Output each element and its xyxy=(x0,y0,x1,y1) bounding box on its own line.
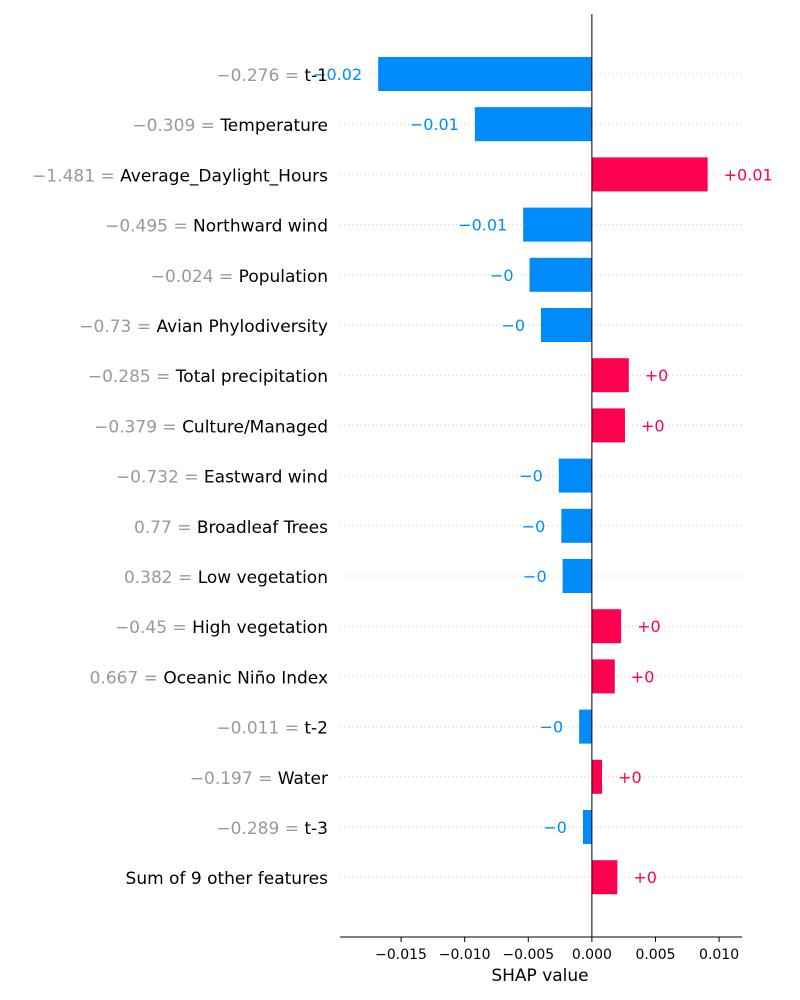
feature-label-row-15: −0.289 = t-3 xyxy=(216,819,328,839)
bar-value-row-15: −0 xyxy=(543,818,567,837)
x-tick-label-4: 0.005 xyxy=(635,947,675,963)
feature-label-row-0: −0.276 = t-1 xyxy=(216,66,328,86)
feature-value-row-13: −0.011 = xyxy=(216,719,304,739)
x-axis: −0.015 −0.010 −0.005 0.000 0.005 0.010 xyxy=(340,936,742,963)
bar-row-3 xyxy=(523,207,592,242)
bar-value-row-10: −0 xyxy=(523,567,547,586)
feature-name-row-16: Sum of 9 other features xyxy=(126,869,329,889)
bar-row-11 xyxy=(591,609,622,644)
feature-value-row-7: −0.379 = xyxy=(94,417,182,437)
feature-name-row-0: t-1 xyxy=(304,66,328,86)
feature-value-row-4: −0.024 = xyxy=(151,267,239,287)
bar-value-row-8: −0 xyxy=(519,467,543,486)
feature-label-row-16: Sum of 9 other features xyxy=(126,869,329,889)
bar-value-row-4: −0 xyxy=(490,266,514,285)
feature-label-row-9: 0.77 = Broadleaf Trees xyxy=(134,518,328,538)
x-tick-label-3: 0.000 xyxy=(572,947,612,963)
bar-row-10 xyxy=(562,559,592,593)
label-layer: −0.02−0.276 = t-1−0.01−0.309 = Temperatu… xyxy=(32,65,773,889)
feature-value-row-15: −0.289 = xyxy=(216,819,304,839)
bar-value-row-14: +0 xyxy=(618,768,642,787)
feature-label-row-3: −0.495 = Northward wind xyxy=(105,217,328,237)
feature-label-row-2: −1.481 = Average_Daylight_Hours xyxy=(32,166,328,186)
bar-row-7 xyxy=(591,408,625,443)
bar-value-row-13: −0 xyxy=(540,718,564,737)
feature-name-row-1: Temperature xyxy=(219,116,328,136)
feature-label-row-13: −0.011 = t-2 xyxy=(216,719,328,739)
feature-value-row-6: −0.285 = xyxy=(88,367,176,387)
bar-value-row-9: −0 xyxy=(522,517,546,536)
feature-label-row-7: −0.379 = Culture/Managed xyxy=(94,417,328,437)
bar-value-row-7: +0 xyxy=(641,416,665,435)
x-tick-label-1: −0.010 xyxy=(439,947,491,963)
feature-label-row-4: −0.024 = Population xyxy=(151,267,328,287)
x-tick-label-2: −0.005 xyxy=(502,947,554,963)
bar-value-row-6: +0 xyxy=(645,366,669,385)
feature-name-row-3: Northward wind xyxy=(193,217,328,237)
feature-label-row-1: −0.309 = Temperature xyxy=(132,116,328,136)
bar-value-row-0: −0.02 xyxy=(313,65,362,84)
feature-value-row-0: −0.276 = xyxy=(216,66,304,86)
bar-value-row-2: +0.01 xyxy=(724,165,773,184)
x-tick-label-5: 0.010 xyxy=(699,947,739,963)
bar-value-row-1: −0.01 xyxy=(410,115,459,134)
feature-label-row-5: −0.73 = Avian Phylodiversity xyxy=(79,317,328,337)
feature-name-row-4: Population xyxy=(239,267,328,287)
feature-name-row-13: t-2 xyxy=(304,719,328,739)
bar-row-8 xyxy=(558,458,592,493)
feature-label-row-12: 0.667 = Oceanic Niño Index xyxy=(90,668,328,688)
bar-row-1 xyxy=(474,107,592,142)
bar-value-row-12: +0 xyxy=(631,667,655,686)
feature-name-row-10: Low vegetation xyxy=(198,568,328,588)
bar-row-9 xyxy=(561,508,592,543)
x-tick-label-0: −0.015 xyxy=(375,947,427,963)
bar-row-5 xyxy=(541,308,592,342)
feature-value-row-5: −0.73 = xyxy=(79,317,156,337)
feature-value-row-10: 0.382 = xyxy=(124,568,198,588)
bar-value-row-16: +0 xyxy=(633,868,657,887)
feature-name-row-7: Culture/Managed xyxy=(182,417,328,437)
bar-row-13 xyxy=(579,709,592,744)
feature-label-row-6: −0.285 = Total precipitation xyxy=(88,367,328,387)
bar-row-6 xyxy=(591,358,629,393)
bar-value-row-11: +0 xyxy=(637,617,661,636)
feature-label-row-14: −0.197 = Water xyxy=(190,769,328,789)
bar-row-0 xyxy=(378,57,592,91)
feature-value-row-12: 0.667 = xyxy=(90,668,164,688)
feature-name-row-8: Eastward wind xyxy=(204,468,328,488)
bar-layer xyxy=(378,57,708,895)
feature-value-row-8: −0.732 = xyxy=(116,468,204,488)
feature-name-row-15: t-3 xyxy=(304,819,328,839)
feature-label-row-11: −0.45 = High vegetation xyxy=(115,618,328,638)
feature-label-row-10: 0.382 = Low vegetation xyxy=(124,568,328,588)
bar-row-14 xyxy=(591,759,603,794)
feature-value-row-3: −0.495 = xyxy=(105,217,193,237)
feature-value-row-9: 0.77 = xyxy=(134,518,197,538)
feature-name-row-14: Water xyxy=(278,769,328,789)
feature-label-row-8: −0.732 = Eastward wind xyxy=(116,468,328,488)
bar-value-row-3: −0.01 xyxy=(458,216,507,235)
feature-value-row-2: −1.481 = xyxy=(32,166,120,186)
feature-name-row-11: High vegetation xyxy=(192,618,328,638)
feature-value-row-14: −0.197 = xyxy=(190,769,278,789)
feature-name-row-12: Oceanic Niño Index xyxy=(163,668,328,688)
bar-row-16 xyxy=(591,860,618,895)
bar-row-15 xyxy=(582,810,592,844)
bar-value-row-5: −0 xyxy=(501,316,525,335)
feature-name-row-5: Avian Phylodiversity xyxy=(156,317,328,337)
feature-name-row-6: Total precipitation xyxy=(175,367,328,387)
bar-row-2 xyxy=(591,157,708,192)
x-axis-label: SHAP value xyxy=(491,966,588,986)
bar-row-4 xyxy=(529,257,592,292)
feature-name-row-2: Average_Daylight_Hours xyxy=(120,166,328,186)
feature-value-row-1: −0.309 = xyxy=(132,116,220,136)
feature-name-row-9: Broadleaf Trees xyxy=(197,518,328,538)
bar-row-12 xyxy=(591,659,615,694)
feature-value-row-11: −0.45 = xyxy=(115,618,192,638)
